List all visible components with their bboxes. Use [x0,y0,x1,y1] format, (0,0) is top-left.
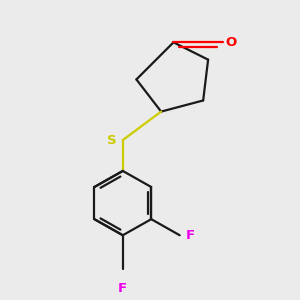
Text: O: O [225,36,237,49]
Text: F: F [186,229,195,242]
Text: F: F [118,282,128,295]
Text: S: S [107,134,116,146]
